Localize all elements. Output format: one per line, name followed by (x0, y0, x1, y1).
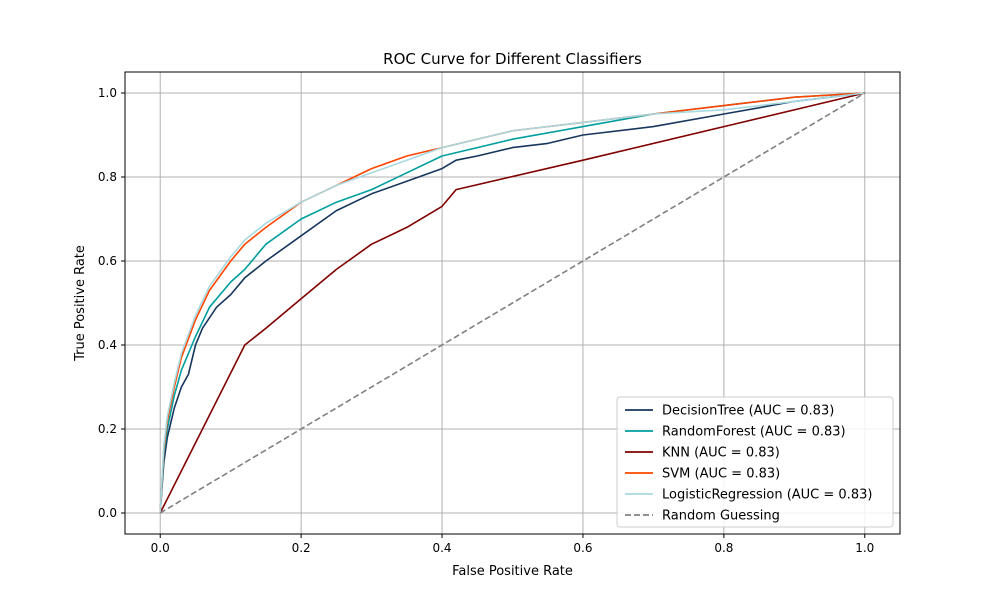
y-tick-label: 0.4 (98, 338, 117, 352)
legend-label-random-guessing: Random Guessing (662, 509, 780, 524)
legend-box (616, 396, 894, 528)
series-line-decisiontree (159, 92, 865, 514)
series-lines (159, 92, 866, 514)
x-tick-label: 0.0 (151, 541, 170, 555)
y-tick-label: 0.2 (98, 422, 117, 436)
x-axis-label: False Positive Rate (452, 564, 573, 579)
legend-label-decisiontree: DecisionTree (AUC = 0.83) (662, 404, 834, 419)
series-line-random-guessing (159, 92, 866, 514)
x-tick-label: 0.6 (573, 541, 592, 555)
legend: DecisionTree (AUC = 0.83) RandomForest (A… (616, 396, 894, 528)
y-tick-label: 0.8 (98, 170, 117, 184)
series-line-knn (159, 92, 865, 514)
y-tick-label: 1.0 (98, 86, 117, 100)
axis-ticks: 0.0 0.2 0.4 0.6 0.8 1.0 0.0 0.2 0.4 0.6 0.8 1.0 (98, 86, 874, 555)
series-line-logisticregression (159, 92, 865, 514)
legend-label-svm: SVM (AUC = 0.83) (662, 467, 780, 482)
x-tick-label: 0.4 (432, 541, 451, 555)
legend-entries: DecisionTree (AUC = 0.83) RandomForest (A… (625, 404, 872, 524)
legend-label-logisticregression: LogisticRegression (AUC = 0.83) (662, 488, 872, 503)
y-tick-label: 0.0 (98, 506, 117, 520)
y-axis-label: True Positive Rate (73, 245, 88, 362)
y-tick-label: 0.6 (98, 254, 117, 268)
series-line-randomforest (159, 92, 865, 514)
plot-frame (124, 71, 901, 535)
x-tick-label: 1.0 (855, 541, 874, 555)
x-tick-label: 0.8 (714, 541, 733, 555)
x-tick-label: 0.2 (292, 541, 311, 555)
legend-label-randomforest: RandomForest (AUC = 0.83) (662, 425, 846, 440)
legend-label-knn: KNN (AUC = 0.83) (662, 446, 780, 461)
chart-title: ROC Curve for Different Classifiers (383, 50, 642, 68)
